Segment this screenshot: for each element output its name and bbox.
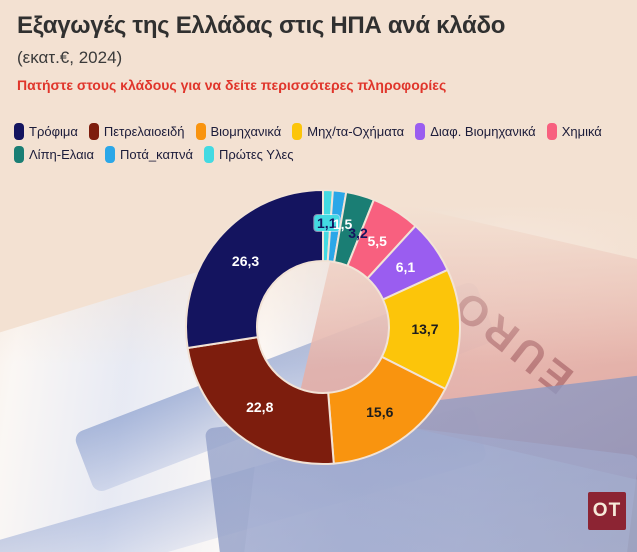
legend-marker-trofima <box>14 123 24 140</box>
chart-header: Εξαγωγές της Ελλάδας στις ΗΠΑ ανά κλάδο … <box>17 12 617 93</box>
legend-item-lipi-elaia[interactable]: Λίπη-Ελαια <box>14 146 94 163</box>
background-photo: EURO <box>0 205 637 552</box>
pie-slice-trofima[interactable] <box>185 188 324 350</box>
page-title: Εξαγωγές της Ελλάδας στις ΗΠΑ ανά κλάδο <box>17 12 506 39</box>
legend-marker-pota-kapna <box>105 146 115 163</box>
legend-marker-petrelaioeidi <box>88 123 99 140</box>
legend-item-protes-yles[interactable]: Πρώτες Υλες <box>203 146 294 163</box>
legend-label: Χημικά <box>561 124 602 139</box>
chart-subtitle: (εκατ.€, 2024) <box>17 48 123 67</box>
legend-marker-chimika <box>546 123 557 140</box>
legend-label: Μηχ/τα-Οχήματα <box>307 124 405 139</box>
legend-marker-protes-yles <box>203 146 214 163</box>
legend-label: Τρόφιμα <box>29 124 78 139</box>
legend-item-viomichanika[interactable]: Βιομηχανικά <box>195 123 282 140</box>
legend-label: Πετρελαιοειδή <box>103 124 185 139</box>
pie-slice-petrelaioeidi[interactable] <box>186 335 335 465</box>
legend-marker-diaf-viomichanika <box>415 123 426 140</box>
pie-slice-viomichanika[interactable] <box>327 355 447 465</box>
legend-label: Ποτά_καπνά <box>120 147 193 162</box>
legend-label: Διαφ. Βιομηχανικά <box>430 124 536 139</box>
interaction-hint: Πατήστε στους κλάδους για να δείτε περισ… <box>17 77 447 93</box>
legend-marker-viomichanika <box>195 123 206 140</box>
photo-fade-overlay <box>0 205 637 552</box>
legend-item-trofima[interactable]: Τρόφιμα <box>14 123 78 140</box>
legend-marker-michta-ochimata <box>292 123 303 140</box>
chart-legend: Τρόφιμα Πετρελαιοειδή Βιομηχανικά Μηχ/τα-Οχ… <box>14 123 626 163</box>
legend-item-chimika[interactable]: Χημικά <box>546 123 602 140</box>
ot-logo: OT <box>588 492 626 530</box>
legend-label: Λίπη-Ελαια <box>29 147 94 162</box>
legend-item-diaf-viomichanika[interactable]: Διαφ. Βιομηχανικά <box>415 123 536 140</box>
legend-label: Βιομηχανικά <box>210 124 282 139</box>
legend-label: Πρώτες Υλες <box>218 147 294 162</box>
legend-item-michta-ochimata[interactable]: Μηχ/τα-Οχήματα <box>292 123 404 140</box>
legend-item-petrelaioeidi[interactable]: Πετρελαιοειδή <box>88 123 185 140</box>
legend-marker-lipi-elaia <box>14 146 24 163</box>
legend-item-pota-kapna[interactable]: Ποτά_καπνά <box>105 146 193 163</box>
